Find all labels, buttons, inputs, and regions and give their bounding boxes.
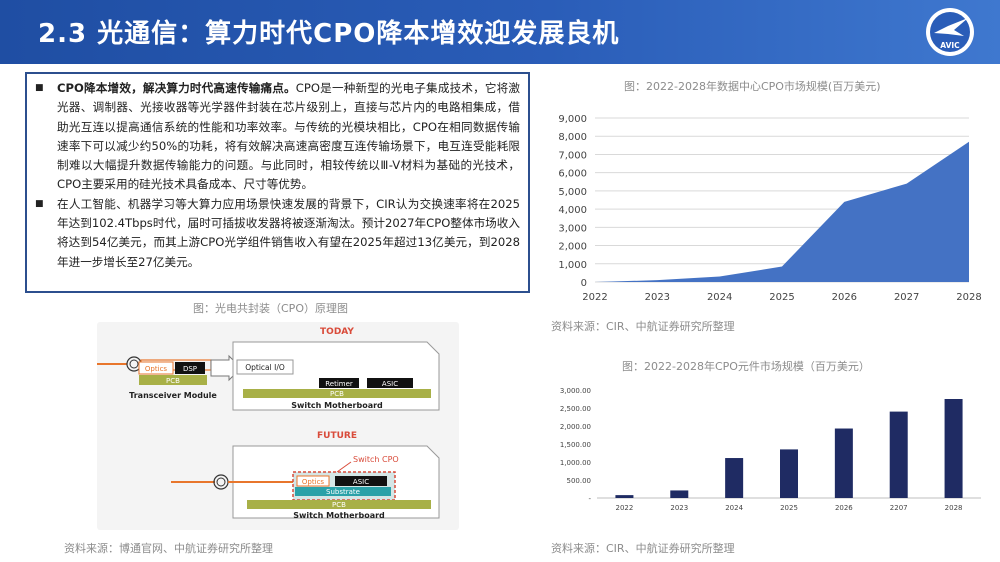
x-tick-label: 2023 (670, 504, 688, 512)
switch-cpo-label: Switch CPO (353, 455, 399, 464)
x-tick-label: 2028 (945, 504, 963, 512)
y-tick-label: 8,000 (558, 132, 587, 143)
switch-motherboard-today: Switch Motherboard (291, 401, 383, 410)
asic-cpo-chip (335, 476, 387, 486)
area-chart-source: 资料来源：CIR、中航证券研究所整理 (551, 320, 735, 333)
today-label: TODAY (320, 327, 354, 337)
bullet-1: ■ CPO降本增效，解决算力时代高速传输痛点。CPO是一种新型的光电子集成技术，… (35, 79, 520, 195)
svg-text:Optics: Optics (302, 478, 324, 486)
bar (670, 490, 689, 498)
bullet-square-icon: ■ (35, 83, 44, 93)
svg-text:PCB: PCB (330, 390, 344, 398)
svg-text:PCB: PCB (332, 501, 346, 509)
x-tick-label: 2022 (616, 504, 634, 512)
y-tick-label: 2,000.00 (560, 423, 591, 431)
page-title: 2.3 光通信：算力时代CPO降本增效迎发展良机 (38, 19, 620, 49)
transceiver-label: Transceiver Module (129, 391, 217, 400)
bar (780, 449, 798, 498)
x-tick-label: 2027 (894, 292, 919, 303)
area-chart: 0 1,000 2,000 3,000 4,000 5,000 6,000 7,000 8,00… (558, 114, 981, 303)
y-tick-label: 1,000 (558, 260, 587, 271)
y-tick-label: - (588, 495, 591, 503)
optics-cpo-chip (296, 475, 330, 487)
fiber-coil-icon (213, 474, 229, 490)
x-tick-label: 2022 (582, 292, 607, 303)
x-tick-label: 2025 (769, 292, 794, 303)
area-series (595, 141, 969, 282)
x-tick-label: 2026 (835, 504, 853, 512)
x-tick-label: 2024 (725, 504, 743, 512)
avic-logo-icon: AVIC (926, 8, 974, 56)
bullet-square-icon: ■ (35, 198, 44, 209)
y-tick-label: 2,500.00 (560, 405, 591, 413)
y-tick-label: 3,000.00 (560, 387, 591, 395)
x-tick-label: 2028 (956, 292, 981, 303)
pcb-module (139, 375, 207, 385)
pcb-today (243, 389, 431, 398)
summary-textbox: ■ CPO降本增效，解决算力时代高速传输痛点。CPO是一种新型的光电子集成技术，… (25, 72, 530, 293)
cpo-diagram: TODAY Optics DSP PCB Transceiver Module … (97, 322, 459, 530)
x-tick-label: 2026 (832, 292, 857, 303)
x-tick-label: 2025 (780, 504, 798, 512)
y-tick-label: 500.00 (567, 477, 592, 485)
svg-text:DSP: DSP (183, 365, 197, 373)
y-tick-label: 1,500.00 (560, 441, 591, 449)
asic-chip (367, 378, 413, 388)
bar (615, 495, 634, 498)
x-tick-label: 2207 (890, 504, 908, 512)
svg-text:PCB: PCB (166, 377, 180, 385)
title-bar: 2.3 光通信：算力时代CPO降本增效迎发展良机 AVIC (0, 0, 1000, 64)
y-tick-label: 7,000 (558, 150, 587, 161)
retimer-chip (319, 378, 359, 388)
substrate-layer (295, 487, 391, 496)
svg-text:Optics: Optics (145, 365, 167, 373)
x-tick-label: 2024 (707, 292, 732, 303)
optics-chip (138, 361, 174, 375)
bullet-2: ■ 在人工智能、机器学习等大算力应用场景快速发展的背景下，CIR认为交换速率将在… (35, 195, 520, 272)
dsp-chip (175, 362, 205, 374)
y-tick-label: 1,000.00 (560, 459, 591, 467)
area-chart-caption: 图：2022-2028年数据中心CPO市场规模(百万美元) (624, 80, 881, 93)
y-tick-label: 9,000 (558, 114, 587, 125)
bar (889, 411, 908, 498)
svg-text:Optical I/O: Optical I/O (245, 363, 285, 372)
svg-text:Retimer: Retimer (325, 380, 353, 388)
bullet-1-lead: CPO降本增效，解决算力时代高速传输痛点。 (57, 81, 296, 95)
y-tick-label: 2,000 (558, 242, 587, 253)
svg-text:Substrate: Substrate (326, 488, 360, 496)
optical-io-box (236, 359, 294, 375)
bar-chart-source: 资料来源：CIR、中航证券研究所整理 (551, 542, 735, 555)
bar (834, 428, 853, 498)
bullet-1-body: CPO是一种新型的光电子集成技术，它将激光器、调制器、光接收器等光学器件封装在芯… (57, 81, 520, 192)
svg-text:ASIC: ASIC (382, 380, 398, 388)
bar-chart-caption: 图：2022-2028年CPO元件市场规模（百万美元） (622, 360, 870, 373)
logo-text: AVIC (940, 41, 960, 50)
pcb-future (247, 500, 431, 509)
y-tick-label: 3,000 (558, 223, 587, 234)
switch-motherboard-future: Switch Motherboard (293, 511, 385, 520)
future-label: FUTURE (317, 431, 357, 441)
diagram-caption: 图：光电共封装（CPO）原理图 (193, 302, 348, 315)
y-tick-label: 4,000 (558, 205, 587, 216)
y-tick-label: 6,000 (558, 169, 587, 180)
bar-chart: - 500.00 1,000.00 1,500.00 2,000.00 2,500.00 3… (560, 387, 981, 512)
bar (944, 399, 963, 498)
y-tick-label: 5,000 (558, 187, 587, 198)
diagram-source: 资料来源：博通官网、中航证券研究所整理 (64, 542, 273, 555)
x-tick-label: 2023 (645, 292, 670, 303)
bar (725, 458, 744, 498)
svg-text:ASIC: ASIC (353, 478, 369, 486)
bullet-2-body: 在人工智能、机器学习等大算力应用场景快速发展的背景下，CIR认为交换速率将在20… (57, 196, 520, 269)
y-tick-label: 0 (581, 278, 587, 289)
